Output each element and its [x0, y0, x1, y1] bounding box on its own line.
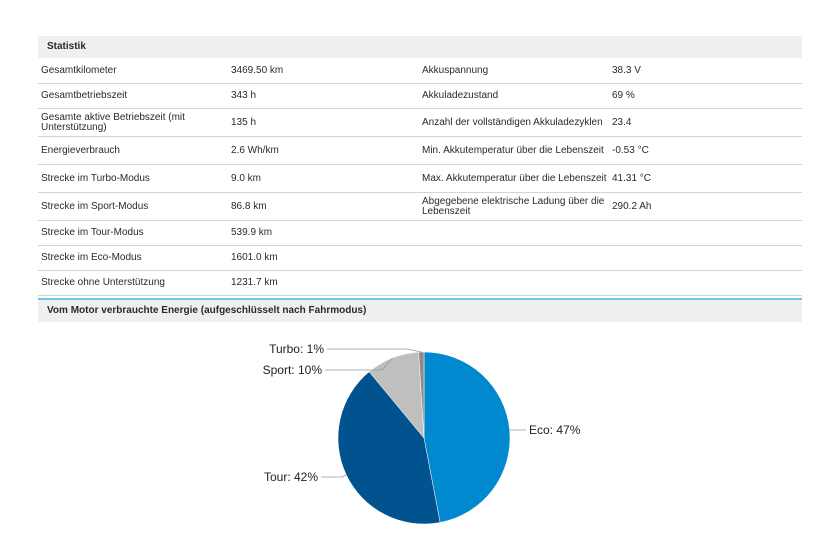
stat-value: [612, 246, 792, 270]
pie-slice-turbo: [418, 351, 425, 439]
pie-label-turbo: Turbo: 1%: [269, 342, 324, 356]
stat-label: Strecke im Tour-Modus: [41, 227, 144, 238]
stat-label: Strecke im Turbo-Modus: [41, 172, 150, 184]
stat-label: Strecke ohne Unterstützung: [41, 277, 165, 288]
stat-value: 69 %: [612, 90, 635, 101]
table-row: Strecke im Eco-Modus 1601.0 km: [38, 246, 802, 271]
pie-leader-sport: [325, 357, 393, 371]
stat-value: 23.4: [612, 116, 632, 128]
stat-value: 539.9 km: [231, 227, 273, 238]
stat-label: Strecke im Sport-Modus: [41, 200, 149, 212]
stat-label: [422, 246, 608, 270]
energy-header: Vom Motor verbrauchte Energie (aufgeschl…: [38, 298, 802, 322]
stat-label: Energieverbrauch: [41, 144, 120, 156]
table-row: Gesamte aktive Betriebszeit (mit Unterst…: [38, 109, 802, 137]
pie-label-sport: Sport: 10%: [263, 363, 323, 377]
table-row: Gesamtbetriebszeit 343 h Akkuladezustand 69…: [38, 84, 802, 109]
statistik-header: Statistik: [38, 36, 802, 58]
table-row: Energieverbrauch 2.6 Wh/km Min. Akkutemper…: [38, 137, 802, 165]
stat-label: Anzahl der vollständigen Akkuladezyklen: [422, 116, 603, 128]
stat-value: [612, 271, 792, 295]
stat-label: Akkuladezustand: [422, 90, 499, 101]
stat-value: 290.2 Ah: [612, 200, 652, 212]
stat-value: [612, 221, 792, 245]
statistik-title: Statistik: [47, 41, 86, 52]
pie-label-tour: Tour: 42%: [264, 470, 318, 484]
stat-label: [422, 271, 608, 295]
pie-leader-turbo: [327, 348, 422, 353]
stat-label: [422, 221, 608, 245]
stat-label: Gesamte aktive Betriebszeit (mit Unterst…: [41, 111, 185, 133]
pie-leader-tour: [321, 474, 347, 478]
pie-slice-tour: [337, 371, 441, 525]
stat-value: 9.0 km: [231, 172, 262, 184]
stat-value: 343 h: [231, 90, 257, 101]
statistik-table: Gesamtkilometer 3469.50 km Akkuspannung 38.…: [38, 58, 802, 296]
table-row: Strecke ohne Unterstützung 1231.7 km: [38, 271, 802, 296]
stat-label: Gesamtkilometer: [41, 64, 117, 76]
pie-label-eco: Eco: 47%: [529, 423, 581, 437]
table-row: Strecke im Tour-Modus 539.9 km: [38, 221, 802, 246]
stat-label: Gesamtbetriebszeit: [41, 90, 128, 101]
stat-value: 86.8 km: [231, 200, 267, 212]
stat-label: Min. Akkutemperatur über die Lebenszeit: [422, 144, 604, 156]
stat-label: Abgegebene elektrische Ladung über die L…: [422, 195, 605, 217]
stat-value: 1601.0 km: [231, 252, 278, 263]
stat-value: 1231.7 km: [231, 277, 278, 288]
stat-value: -0.53 °C: [612, 144, 649, 156]
stat-value: 38.3 V: [612, 64, 641, 76]
stat-value: 3469.50 km: [231, 64, 284, 76]
stat-value: 41.31 °C: [612, 172, 652, 184]
table-row: Gesamtkilometer 3469.50 km Akkuspannung 38.…: [38, 58, 802, 84]
stat-label: Max. Akkutemperatur über die Lebenszeit: [422, 172, 607, 184]
stat-value: 135 h: [231, 116, 257, 128]
pie-slice-eco: [423, 351, 511, 523]
energy-title: Vom Motor verbrauchte Energie (aufgeschl…: [47, 305, 367, 316]
table-row: Strecke im Sport-Modus 86.8 km Abgegebene …: [38, 193, 802, 221]
table-row: Strecke im Turbo-Modus 9.0 km Max. Akkutem…: [38, 165, 802, 193]
stat-value: 2.6 Wh/km: [231, 144, 279, 156]
stat-label: Strecke im Eco-Modus: [41, 252, 142, 263]
pie-slice-sport: [368, 351, 425, 439]
stat-label: Akkuspannung: [422, 64, 489, 76]
